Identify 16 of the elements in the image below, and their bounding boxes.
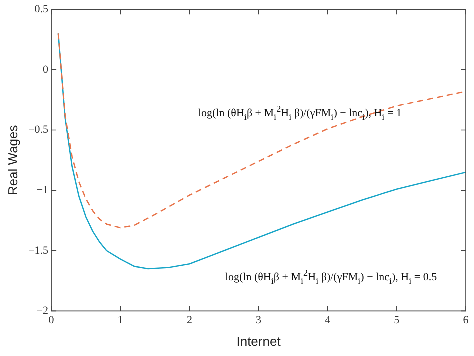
y-tick-label: −1.5 [28, 244, 50, 257]
y-axis-title: Real Wages [5, 124, 20, 196]
y-tick-label: −2 [36, 305, 49, 318]
y-tick-label: 0 [43, 64, 50, 76]
y-tick-label: −1 [36, 184, 49, 196]
y-tick-label: 0.5 [34, 3, 50, 16]
x-tick-label: 3 [256, 314, 262, 327]
x-tick-label: 4 [325, 314, 332, 327]
text: log(ln (θH$_{i}$β + M$_{i}$$^{2}$H$_{i}$ β)/(γFM$_{i}$) − lnc$_{i}$), H$_{i}$ = 1 [198, 104, 402, 122]
x-tick-label: 1 [118, 314, 124, 327]
x-tick-label: 6 [463, 314, 470, 327]
x-axis-title: Internet [236, 334, 282, 349]
x-tick-label: 5 [394, 314, 400, 327]
x-tick-label: 2 [186, 314, 192, 327]
y-tick-label: −0.5 [28, 124, 50, 136]
text: log(ln (θH$_{i}$β + M$_{i}$$^{2}$H$_{i}$ β)/(γFM$_{i}$) − lnc$_{i}$), H$_{i}$ = 0.5 [225, 268, 438, 286]
